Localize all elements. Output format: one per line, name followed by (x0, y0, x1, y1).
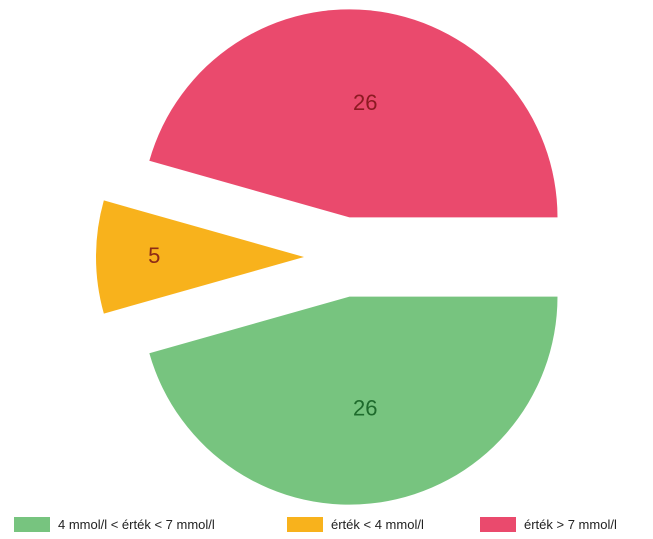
legend-label-normal-range: 4 mmol/l < érték < 7 mmol/l (58, 516, 215, 532)
pie-slice-above-range (149, 9, 558, 218)
legend-item-above-range: érték > 7 mmol/l (480, 512, 617, 536)
pie-chart: 26 5 26 (96, 9, 558, 505)
legend-label-below-range: érték < 4 mmol/l (331, 516, 424, 532)
data-label-above-range: 26 (353, 90, 377, 115)
pie-slices (96, 9, 558, 505)
legend-swatch-above-range (480, 516, 516, 532)
legend-label-above-range: érték > 7 mmol/l (524, 516, 617, 532)
legend-swatch-below-range (287, 516, 323, 532)
pie-slice-normal-range (149, 296, 558, 505)
pie-data-labels: 26 5 26 (148, 90, 377, 421)
chart-legend: 4 mmol/l < érték < 7 mmol/l érték < 4 mm… (0, 512, 653, 536)
legend-swatch-normal-range (14, 516, 50, 532)
legend-item-normal-range: 4 mmol/l < érték < 7 mmol/l (14, 512, 215, 536)
data-label-below-range: 5 (148, 243, 160, 268)
data-label-normal-range: 26 (353, 396, 377, 421)
pie-slice-below-range (96, 200, 305, 314)
legend-item-below-range: érték < 4 mmol/l (287, 512, 424, 536)
